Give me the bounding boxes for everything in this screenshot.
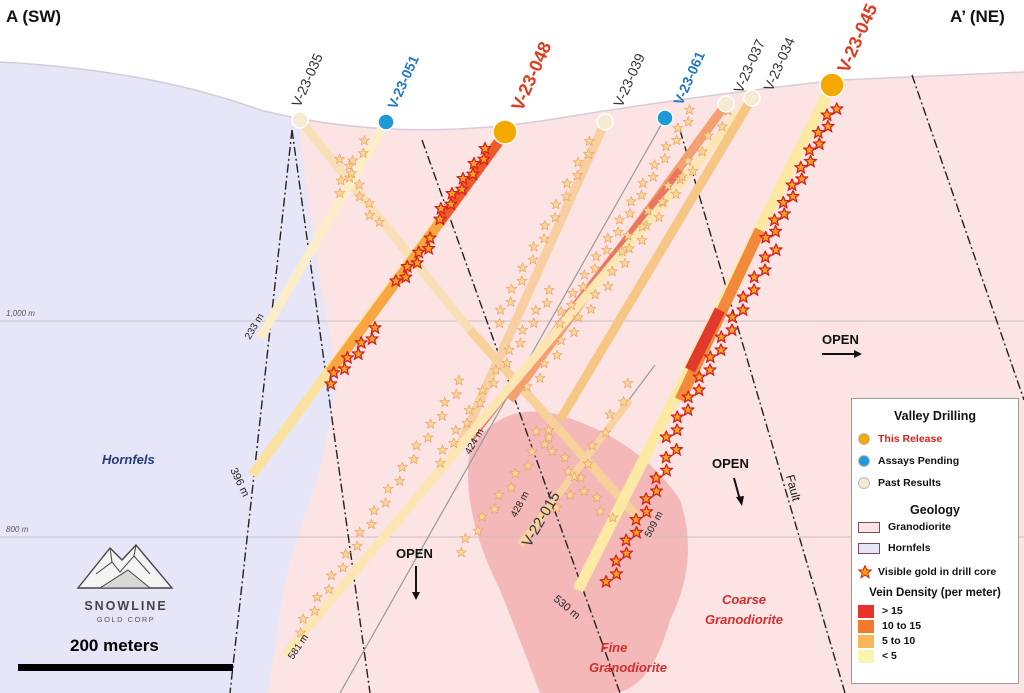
legend: Valley Drilling This Release Assays Pend… [851, 398, 1019, 684]
drill-trace-v-23-034 [281, 95, 756, 658]
drill-trace-v-23-051 [256, 119, 390, 341]
hornfels-unit [0, 62, 338, 693]
legend-visible-gold: Visible gold in drill core [858, 565, 996, 579]
legend-vein-title: Vein Density (per meter) [869, 587, 1001, 599]
unit-label-coarse: Coarse [722, 592, 766, 607]
legend-hornfels: Hornfels [858, 542, 931, 554]
legend-granodiorite: Granodiorite [858, 521, 951, 533]
unit-label-hornfels: Hornfels [102, 452, 155, 467]
unit-label-fine: Fine [601, 640, 628, 655]
fault-label: Fault [783, 473, 804, 503]
past-results-dot-icon [858, 477, 870, 489]
collar-v-23-051 [377, 113, 395, 131]
collar-v-23-061 [656, 109, 674, 127]
unit-label-coarse-2: Granodiorite [705, 612, 783, 627]
this-release-dot-icon [858, 433, 870, 445]
vein-label-gt15: > 15 [882, 605, 903, 617]
logo-mountains-icon [76, 543, 174, 589]
collar-v-23-034 [743, 89, 761, 107]
legend-title: Valley Drilling [894, 409, 976, 423]
open-label-center: OPEN [712, 456, 749, 471]
open-label-east: OPEN [822, 332, 859, 347]
open-annotations: OPEN OPEN OPEN [396, 332, 862, 600]
collars [291, 72, 845, 145]
drill-holes [247, 82, 837, 693]
collar-v-23-037 [717, 95, 735, 113]
logo-sub: GOLD CORP [97, 615, 156, 624]
scale-bar [18, 664, 233, 671]
drill-trace-v-23-035 [296, 117, 474, 333]
elevation-label-800: 800 m [6, 525, 29, 534]
vein-swatch-lt5 [858, 650, 874, 663]
elevation-label-1000: 1,000 m [6, 309, 35, 318]
vein-label-5-10: 5 to 10 [882, 635, 916, 647]
legend-assays-pending: Assays Pending [858, 455, 959, 467]
fault-lines [229, 74, 1024, 693]
legend-past-results: Past Results [858, 477, 941, 489]
vein-swatch-gt15 [858, 605, 874, 618]
unit-label-fine-2: Granodiorite [589, 660, 667, 675]
logo-name: SNOWLINE [84, 599, 167, 613]
collar-v-23-048 [492, 119, 518, 145]
star-icon [858, 565, 872, 579]
assays-pending-dot-icon [858, 455, 870, 467]
section-label-ne: A’ (NE) [950, 7, 1005, 26]
vein-label-lt5: < 5 [882, 650, 897, 662]
vein-swatch-5-10 [858, 635, 874, 648]
hornfels-swatch [858, 542, 880, 554]
collar-v-23-045 [819, 72, 845, 98]
legend-this-release: This Release [858, 433, 942, 445]
scale-label: 200 meters [70, 636, 159, 655]
drill-trace-v-23-061 [339, 117, 666, 693]
collar-v-23-035 [291, 111, 309, 129]
legend-geology-title: Geology [909, 503, 960, 517]
open-label-south: OPEN [396, 546, 433, 561]
collar-v-23-039 [596, 113, 614, 131]
section-label-sw: A (SW) [6, 7, 61, 26]
vein-swatch-10-15 [858, 620, 874, 633]
granodiorite-swatch [858, 521, 880, 533]
vein-label-10-15: 10 to 15 [882, 620, 922, 632]
